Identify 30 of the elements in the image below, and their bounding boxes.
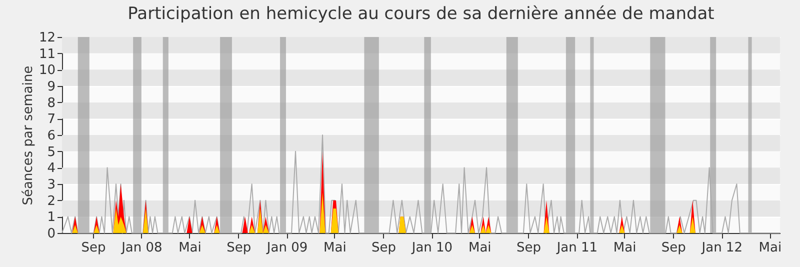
x-tick-label: Sep (516, 240, 541, 256)
x-tick-label: Mai (324, 240, 346, 256)
x-tick-label: Jan 09 (266, 240, 308, 256)
y-tick-label: 2 (47, 194, 56, 209)
y-axis-title: Séances par semaine (20, 66, 36, 206)
y-tick-label: 7 (47, 112, 56, 128)
y-tick-label: 10 (38, 63, 56, 78)
x-tick-label: Sep (661, 240, 686, 256)
x-tick-label: Sep (81, 240, 106, 256)
y-tick-label: 9 (47, 80, 56, 94)
x-tick-label: Sep (372, 240, 396, 256)
x-tick-label: Mai (178, 240, 202, 256)
x-tick-label: Mai (468, 240, 492, 256)
y-tick-label: 5 (47, 144, 56, 160)
y-tick-label: 11 (38, 46, 56, 62)
x-tick-label: Mai (613, 240, 636, 256)
y-tick-label: 12 (38, 30, 56, 46)
y-tick-label: 0 (47, 226, 56, 242)
x-tick-label: Jan 12 (700, 240, 742, 256)
x-tick-label: Sep (226, 240, 252, 256)
y-tick-label: 4 (47, 161, 56, 176)
x-tick-label: Jan 11 (556, 240, 598, 256)
x-tick-label: Jan 08 (120, 240, 162, 256)
y-tick-label: 3 (47, 178, 56, 192)
y-tick-label: 8 (47, 96, 56, 111)
x-tick-label: Mai (758, 240, 782, 256)
y-tick-label: 1 (47, 210, 56, 226)
chart-title: Participation en hemicycle au cours de sa dernière année de mandat (128, 4, 715, 24)
y-tick-label: 6 (47, 128, 56, 144)
x-tick-label: Jan 10 (410, 240, 453, 256)
